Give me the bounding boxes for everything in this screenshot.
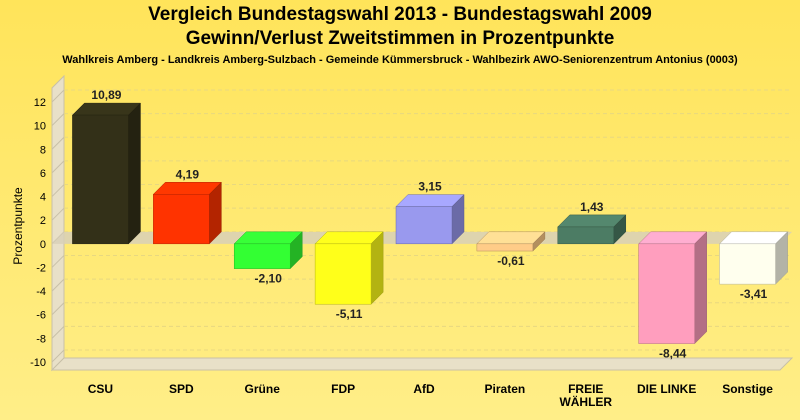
chart-title-line2: Gewinn/Verlust Zweitstimmen in Prozentpu… xyxy=(185,28,615,49)
x-tick-label: FREIE xyxy=(568,382,603,396)
gridline-depth xyxy=(51,302,65,316)
plot-floor xyxy=(50,357,794,371)
gridline-depth xyxy=(51,207,65,221)
gridline-depth xyxy=(51,349,65,363)
gridline-depth xyxy=(51,136,65,150)
x-tick-label: FDP xyxy=(331,382,355,396)
y-tick-label: -6 xyxy=(36,310,46,322)
bar xyxy=(638,243,695,344)
y-tick-label: -4 xyxy=(36,286,46,298)
gridline-depth xyxy=(51,184,65,197)
data-label: 3,15 xyxy=(418,180,442,194)
chart-subtitle: Wahlkreis Amberg - Landkreis Amberg-Sulz… xyxy=(62,54,738,66)
gridline-depth xyxy=(51,278,65,292)
bar-side xyxy=(694,231,707,345)
x-tick-label: Piraten xyxy=(485,382,526,396)
y-tick-label: -8 xyxy=(36,333,46,345)
x-tick-label: CSU xyxy=(88,382,113,396)
data-label: -5,11 xyxy=(336,307,363,321)
x-tick-label: Grüne xyxy=(245,382,281,396)
bar xyxy=(476,243,534,252)
y-tick-label: 12 xyxy=(34,97,46,109)
bar xyxy=(314,243,372,305)
data-label: 10,89 xyxy=(91,88,121,102)
x-tick-label: AfD xyxy=(413,382,435,396)
bar-side xyxy=(128,102,141,245)
gridline-depth xyxy=(51,255,65,268)
y-tick-label: 6 xyxy=(40,168,46,180)
x-tick-label: DIE LINKE xyxy=(637,382,696,396)
chart-title-line1: Vergleich Bundestagswahl 2013 - Bundesta… xyxy=(148,4,652,25)
y-tick-label: -2 xyxy=(36,262,46,274)
data-label: -2,10 xyxy=(255,272,283,286)
y-axis-label: Prozentpunkte xyxy=(11,187,25,265)
bar xyxy=(557,226,615,245)
y-tick-label: 2 xyxy=(40,215,46,227)
y-tick-label: 4 xyxy=(40,192,46,204)
data-label: 1,43 xyxy=(580,200,604,214)
bar-side xyxy=(370,231,384,305)
y-tick-label: 8 xyxy=(40,144,46,156)
x-tick-label: WÄHLER xyxy=(559,394,612,409)
gridline-depth xyxy=(51,160,65,174)
gridline-depth xyxy=(51,326,65,339)
data-label: -0,61 xyxy=(497,254,525,268)
bar xyxy=(233,243,291,269)
x-tick-label: SPD xyxy=(169,382,194,396)
bar xyxy=(719,243,776,285)
bar xyxy=(395,206,453,245)
gridline-depth xyxy=(51,113,65,126)
x-tick-label: Sonstige xyxy=(722,382,773,396)
data-label: -3,41 xyxy=(740,287,768,301)
data-label: -8,44 xyxy=(659,347,687,361)
y-tick-label: -10 xyxy=(30,357,46,369)
gridline-depth xyxy=(51,89,65,103)
bar xyxy=(72,114,129,245)
y-tick-label: 0 xyxy=(40,239,46,251)
bar xyxy=(153,194,210,245)
y-tick-label: 10 xyxy=(34,121,46,133)
data-label: 4,19 xyxy=(176,167,200,181)
